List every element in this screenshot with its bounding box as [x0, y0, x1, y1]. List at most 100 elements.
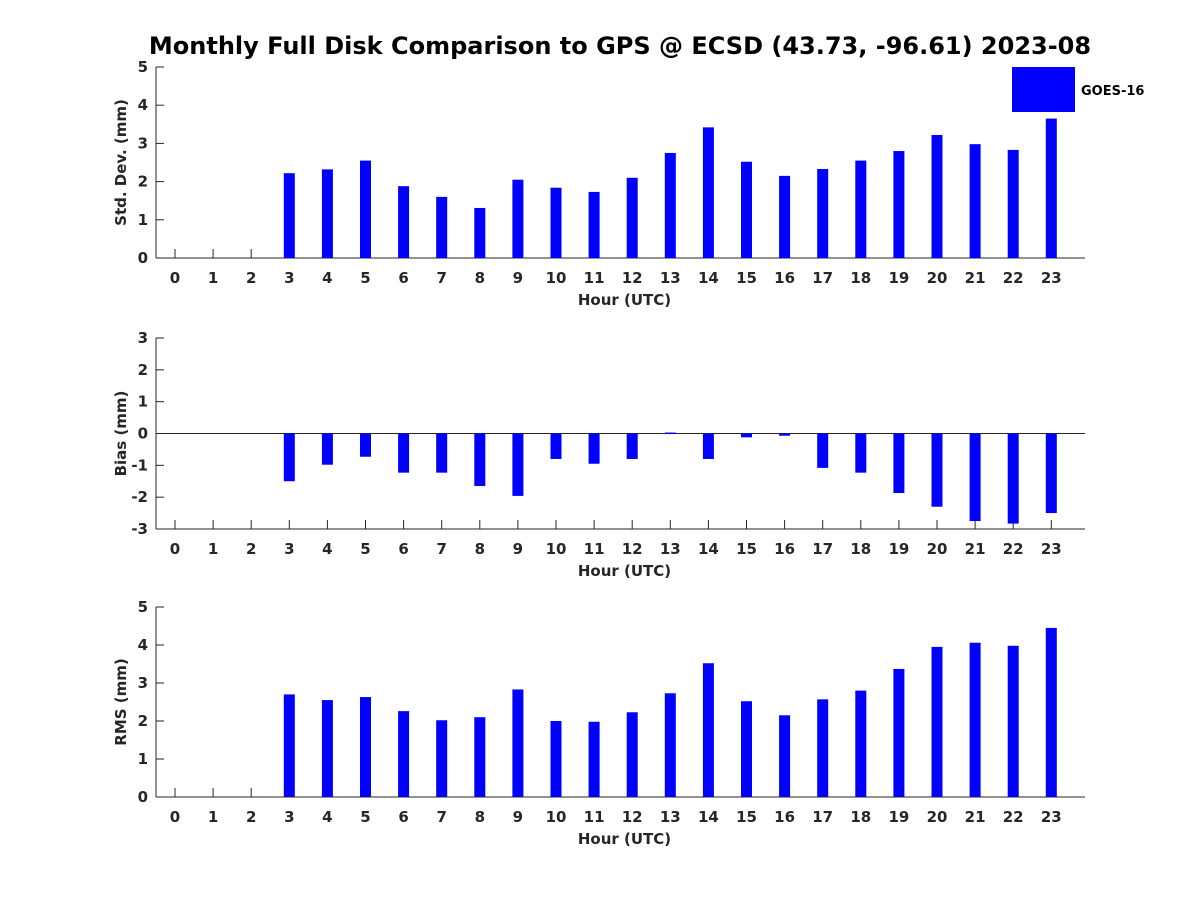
- rms-bar-hour-20: [931, 646, 943, 797]
- std-x-tick-label: 13: [660, 269, 681, 287]
- rms-bar-hour-22: [1007, 645, 1019, 797]
- rms-x-tick-label: 17: [812, 808, 833, 826]
- bias-bar-hour-14: [702, 433, 714, 459]
- bias-y-tick-label: 3: [138, 329, 148, 347]
- std-x-tick-label: 18: [850, 269, 871, 287]
- rms-x-tick-label: 0: [170, 808, 180, 826]
- rms-bar-hour-21: [969, 642, 981, 797]
- bias-y-axis-label: Bias (mm): [112, 391, 130, 477]
- rms-y-tick-label: 4: [138, 636, 148, 654]
- std-x-tick-label: 6: [398, 269, 408, 287]
- std-y-tick-label: 4: [138, 96, 148, 114]
- bias-x-tick-label: 18: [850, 540, 871, 558]
- std-bar-hour-12: [626, 177, 638, 258]
- std-x-tick-label: 12: [622, 269, 643, 287]
- std-y-axis-label: Std. Dev. (mm): [112, 99, 130, 226]
- std-bar-hour-18: [855, 160, 867, 258]
- std-x-tick-label: 22: [1003, 269, 1024, 287]
- bias-x-tick-label: 8: [475, 540, 485, 558]
- bias-bar-hour-17: [817, 433, 829, 468]
- std-bar-hour-19: [893, 151, 905, 258]
- std-x-tick-label: 10: [546, 269, 567, 287]
- std-x-tick-label: 19: [888, 269, 909, 287]
- std-bar-hour-8: [474, 207, 486, 258]
- std-x-tick-label: 7: [436, 269, 446, 287]
- rms-x-tick-label: 16: [774, 808, 795, 826]
- rms-x-tick-label: 21: [965, 808, 986, 826]
- bias-x-tick-label: 15: [736, 540, 757, 558]
- std-y-tick-label: 5: [138, 58, 148, 76]
- bias-y-tick-label: 0: [138, 425, 148, 443]
- bias-bar-hour-20: [931, 433, 943, 507]
- bias-bar-hour-6: [398, 433, 410, 473]
- bias-bar-hour-11: [588, 433, 600, 464]
- rms-x-tick-label: 13: [660, 808, 681, 826]
- bias-x-tick-label: 5: [360, 540, 370, 558]
- std-x-tick-label: 4: [322, 269, 332, 287]
- std-x-tick-label: 15: [736, 269, 757, 287]
- std-bar-hour-13: [664, 152, 676, 258]
- chart-title: Monthly Full Disk Comparison to GPS @ EC…: [149, 32, 1091, 60]
- rms-x-tick-label: 2: [246, 808, 256, 826]
- std-x-tick-label: 11: [584, 269, 605, 287]
- rms-bar-hour-3: [283, 694, 295, 797]
- bias-bar-hour-18: [855, 433, 867, 473]
- bias-x-tick-label: 2: [246, 540, 256, 558]
- rms-x-tick-label: 11: [584, 808, 605, 826]
- rms-y-tick-label: 0: [138, 788, 148, 806]
- rms-y-tick-label: 2: [138, 712, 148, 730]
- std-x-tick-label: 1: [208, 269, 218, 287]
- rms-x-tick-label: 18: [850, 808, 871, 826]
- rms-bar-hour-13: [664, 693, 676, 797]
- std-bar-hour-10: [550, 187, 562, 258]
- rms-bar-hour-19: [893, 668, 905, 797]
- bias-x-tick-label: 4: [322, 540, 332, 558]
- rms-bar-hour-14: [702, 663, 714, 797]
- std-y-tick-label: 1: [138, 211, 148, 229]
- std-x-tick-label: 14: [698, 269, 719, 287]
- bias-bar-hour-15: [741, 433, 752, 438]
- rms-x-tick-label: 19: [888, 808, 909, 826]
- rms-bar-hour-8: [474, 717, 486, 797]
- std-bar-hour-6: [398, 186, 410, 258]
- rms-x-tick-label: 3: [284, 808, 294, 826]
- rms-y-tick-label: 1: [138, 750, 148, 768]
- std-bar-hour-4: [321, 169, 333, 258]
- bias-x-tick-label: 14: [698, 540, 719, 558]
- rms-x-tick-label: 7: [436, 808, 446, 826]
- rms-x-axis-label: Hour (UTC): [578, 830, 671, 848]
- rms-y-tick-label: 5: [138, 598, 148, 616]
- bias-x-tick-label: 9: [513, 540, 523, 558]
- bias-x-tick-label: 23: [1041, 540, 1062, 558]
- bias-x-tick-label: 16: [774, 540, 795, 558]
- bias-bar-hour-7: [436, 433, 448, 473]
- rms-x-tick-label: 10: [546, 808, 567, 826]
- std-x-tick-label: 0: [170, 269, 180, 287]
- std-bar-hour-16: [779, 175, 791, 258]
- bias-x-tick-label: 19: [888, 540, 909, 558]
- rms-bar-hour-16: [779, 715, 791, 797]
- std-bar-hour-14: [702, 127, 714, 258]
- std-x-tick-label: 5: [360, 269, 370, 287]
- rms-y-tick-label: 3: [138, 674, 148, 692]
- std-x-tick-label: 20: [927, 269, 948, 287]
- bias-y-tick-label: -1: [131, 456, 148, 474]
- rms-x-tick-label: 15: [736, 808, 757, 826]
- rms-x-tick-label: 14: [698, 808, 719, 826]
- bias-x-tick-label: 13: [660, 540, 681, 558]
- rms-y-axis-label: RMS (mm): [112, 658, 130, 745]
- rms-bar-hour-12: [626, 712, 638, 797]
- rms-bar-hour-4: [321, 700, 333, 797]
- bias-bar-hour-21: [969, 433, 981, 522]
- rms-bar-hour-10: [550, 721, 562, 797]
- rms-x-tick-label: 9: [513, 808, 523, 826]
- bias-x-tick-label: 1: [208, 540, 218, 558]
- legend-label: GOES-16: [1081, 84, 1144, 99]
- std-x-axis-label: Hour (UTC): [578, 291, 671, 309]
- std-x-tick-label: 3: [284, 269, 294, 287]
- std-x-tick-label: 16: [774, 269, 795, 287]
- std-bar-hour-5: [360, 160, 371, 258]
- std-x-tick-label: 23: [1041, 269, 1062, 287]
- rms-bar-hour-7: [436, 720, 448, 797]
